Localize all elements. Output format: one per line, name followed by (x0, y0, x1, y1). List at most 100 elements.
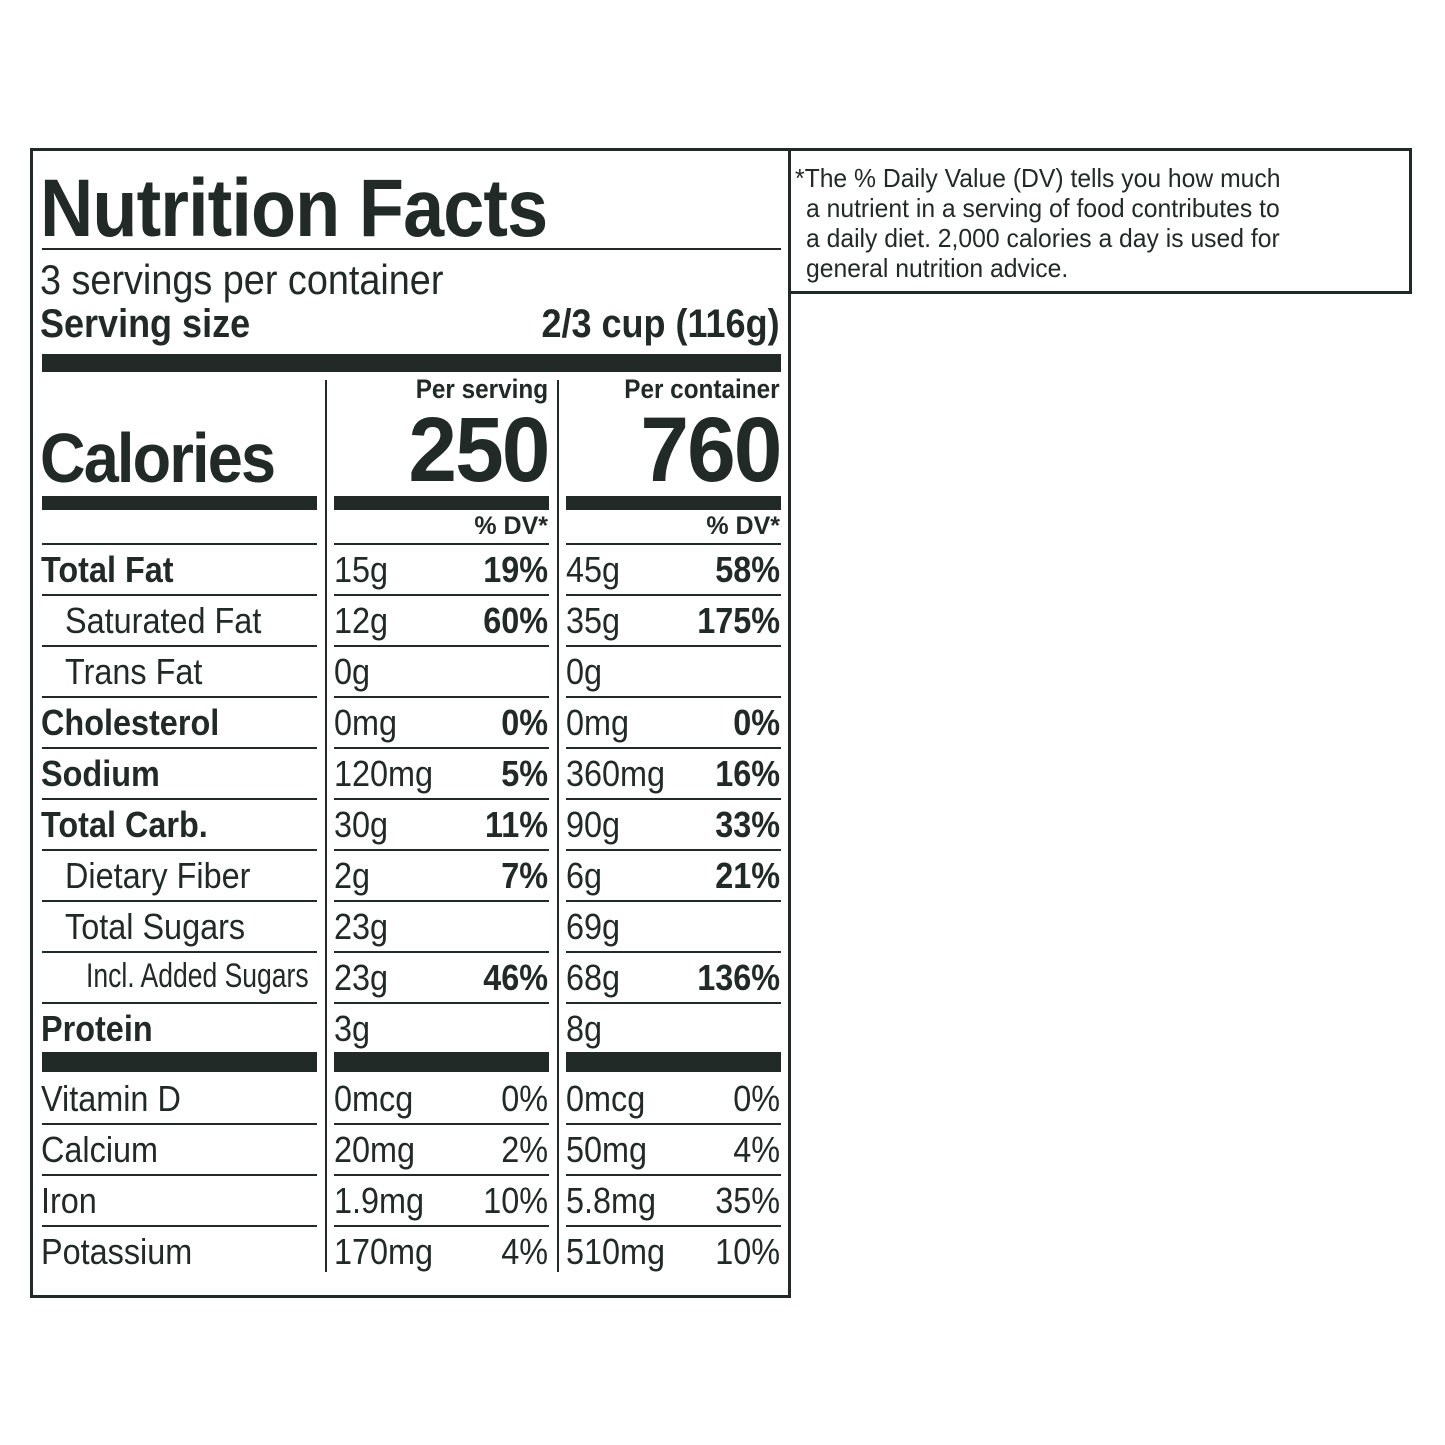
amount-per-serving: 20mg (334, 1129, 416, 1170)
amount-per-serving: 170mg (334, 1231, 434, 1272)
nutrient-label: Vitamin D (41, 1078, 181, 1119)
row-divider (42, 747, 317, 749)
dv-header-serving: % DV* (474, 512, 548, 540)
daily-value-footnote-box: *The % Daily Value (DV) tells you how mu… (789, 148, 1412, 294)
thick-divider (42, 496, 317, 510)
row-divider (334, 1123, 549, 1125)
amount-per-container: 0mg (566, 702, 630, 743)
row-divider (42, 543, 317, 545)
nutrient-label: Dietary Fiber (65, 855, 251, 896)
row-divider (334, 543, 549, 545)
amount-per-container: 50mg (566, 1129, 648, 1170)
dv-per-serving: 7% (501, 855, 548, 896)
row-divider (566, 645, 781, 647)
nutrient-label: Incl. Added Sugars (86, 957, 309, 995)
row-divider (42, 696, 317, 698)
dv-per-serving: 0% (501, 702, 548, 743)
nutrient-label: Cholesterol (41, 702, 220, 743)
row-divider (566, 900, 781, 902)
row-divider (566, 1002, 781, 1004)
row-divider (566, 543, 781, 545)
dv-per-serving: 10% (483, 1180, 548, 1221)
row-divider (566, 1225, 781, 1227)
row-divider (566, 951, 781, 953)
dv-per-container: 10% (715, 1231, 780, 1272)
footnote-line: a daily diet. 2,000 calories a day is us… (806, 223, 1280, 253)
row-divider (566, 1174, 781, 1176)
label-title: Nutrition Facts (40, 163, 548, 254)
amount-per-container: 90g (566, 804, 621, 845)
amount-per-container: 5.8mg (566, 1180, 657, 1221)
amount-per-container: 0mcg (566, 1078, 646, 1119)
dv-per-container: 0% (733, 702, 780, 743)
column-divider (557, 380, 559, 1272)
calories-per-container: 760 (639, 399, 782, 501)
nutrient-label: Trans Fat (65, 651, 203, 692)
row-divider (334, 1174, 549, 1176)
nutrient-label: Total Carb. (41, 804, 208, 845)
dv-per-container: 16% (715, 753, 780, 794)
row-divider (566, 696, 781, 698)
dv-per-serving: 2% (501, 1129, 548, 1170)
row-divider (42, 645, 317, 647)
dv-per-container: 35% (715, 1180, 780, 1221)
thick-divider (42, 1052, 317, 1072)
row-divider (42, 1174, 317, 1176)
amount-per-serving: 15g (334, 549, 389, 590)
thick-divider (566, 496, 781, 510)
serving-size-label: Serving size (40, 302, 251, 346)
amount-per-serving: 120mg (334, 753, 434, 794)
amount-per-container: 360mg (566, 753, 666, 794)
row-divider (334, 594, 549, 596)
per-container-header: Per container (624, 374, 780, 404)
row-divider (566, 849, 781, 851)
nutrient-label: Total Sugars (65, 906, 246, 947)
amount-per-container: 68g (566, 957, 621, 998)
thick-divider (334, 1052, 549, 1072)
dv-per-serving: 19% (483, 549, 548, 590)
row-divider (334, 1002, 549, 1004)
dv-per-container: 175% (697, 600, 780, 641)
amount-per-serving: 3g (334, 1008, 371, 1049)
row-divider (42, 849, 317, 851)
row-divider (566, 747, 781, 749)
row-divider (566, 1123, 781, 1125)
divider (42, 248, 781, 250)
dv-per-serving: 5% (501, 753, 548, 794)
footnote-line: a nutrient in a serving of food contribu… (806, 193, 1280, 223)
dv-per-serving: 46% (483, 957, 548, 998)
dv-per-serving: 60% (483, 600, 548, 641)
calories-label: Calories (40, 419, 276, 497)
amount-per-serving: 2g (334, 855, 371, 896)
column-divider (325, 380, 327, 1272)
dv-per-serving: 0% (501, 1078, 548, 1119)
row-divider (334, 798, 549, 800)
amount-per-container: 35g (566, 600, 621, 641)
nutrition-facts-panel (30, 148, 791, 1298)
amount-per-container: 6g (566, 855, 603, 896)
amount-per-serving: 1.9mg (334, 1180, 425, 1221)
row-divider (334, 645, 549, 647)
servings-per-container: 3 servings per container (40, 256, 444, 303)
nutrient-label: Sodium (41, 753, 160, 794)
row-divider (42, 1123, 317, 1125)
nutrient-label: Protein (41, 1008, 153, 1049)
row-divider (566, 798, 781, 800)
amount-per-container: 0g (566, 651, 603, 692)
serving-size-value: 2/3 cup (116g) (541, 302, 780, 346)
row-divider (42, 798, 317, 800)
nutrient-label: Iron (41, 1180, 97, 1221)
row-divider (334, 900, 549, 902)
amount-per-serving: 30g (334, 804, 389, 845)
row-divider (334, 951, 549, 953)
row-divider (334, 696, 549, 698)
calories-per-serving: 250 (407, 399, 550, 501)
thick-divider (334, 496, 549, 510)
row-divider (42, 900, 317, 902)
amount-per-container: 45g (566, 549, 621, 590)
dv-per-container: 4% (733, 1129, 780, 1170)
dv-per-serving: 11% (484, 804, 548, 845)
amount-per-serving: 0mg (334, 702, 398, 743)
row-divider (42, 951, 317, 953)
amount-per-container: 510mg (566, 1231, 666, 1272)
